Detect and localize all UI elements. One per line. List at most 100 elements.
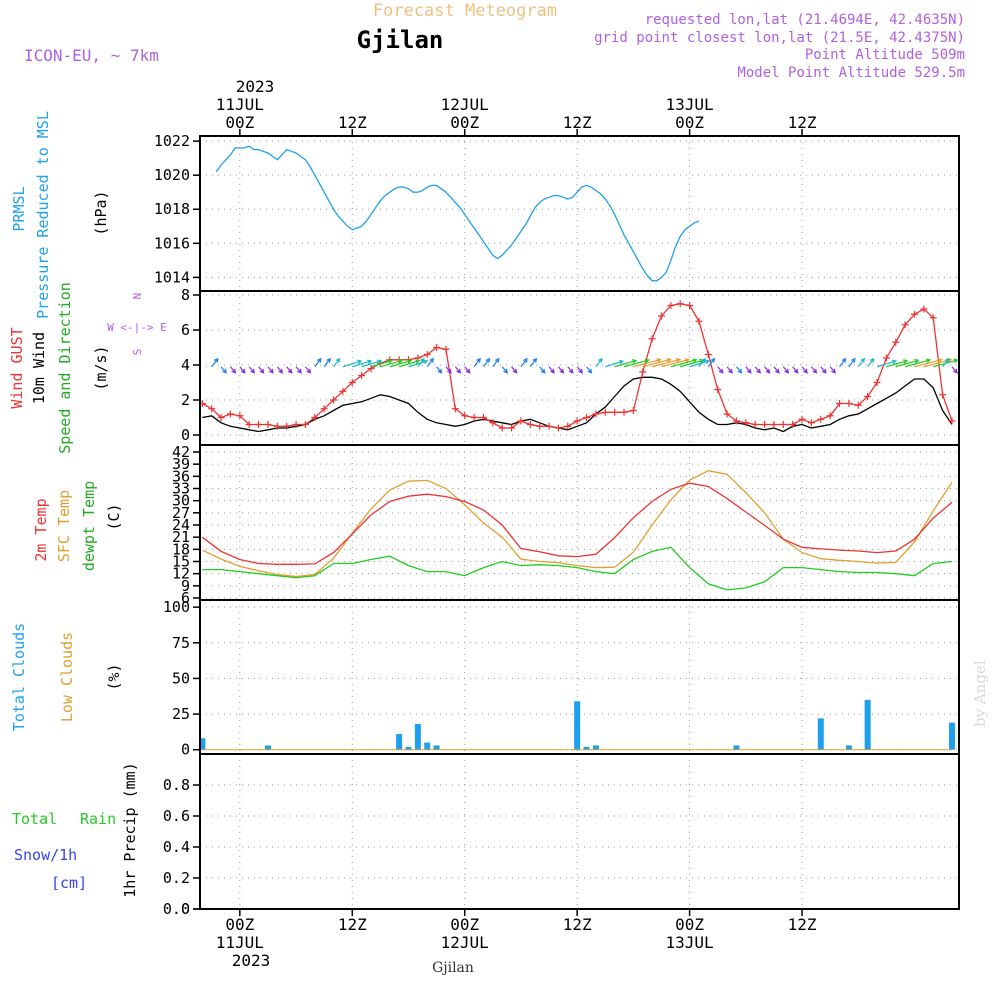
wind-arrow [220, 366, 227, 374]
gust-marker [554, 424, 562, 432]
precip-label-snow: Snow/1h [14, 846, 77, 864]
wind-arrow [380, 358, 404, 368]
cloud-bar [948, 722, 955, 750]
gust-marker [770, 421, 778, 428]
gust-marker [536, 422, 544, 430]
gust-marker [451, 405, 459, 413]
wind-arrow [782, 366, 790, 374]
y-tick-label: 2 [181, 391, 190, 409]
gust-marker [564, 422, 572, 430]
dewpoint-series-line [202, 546, 953, 591]
cloud-bar [864, 699, 871, 750]
wind-grid [200, 291, 959, 445]
y-tick-label: 0.6 [163, 807, 190, 825]
wind-arrow [295, 366, 302, 374]
y-tick-label: 12 [172, 565, 190, 583]
gust-marker [648, 335, 656, 343]
bottom-hour-label: 00Z [675, 915, 704, 934]
wind-arrow [304, 366, 312, 374]
meteogram-title: Forecast Meteogram [373, 1, 557, 21]
gust-marker [732, 417, 740, 425]
wind-labels: Wind GUST 10m Wind Speed and Direction (… [8, 282, 167, 454]
wind-arrow [239, 366, 246, 374]
precip-labels: Total Rain Snow/1h [cm] 1hr Precip (mm) [12, 762, 139, 897]
bottom-date-label: 12JUL [441, 933, 489, 952]
wind-arrow [333, 357, 341, 368]
sfc-temp-series-line [202, 470, 953, 578]
top-date-label: 11JUL [216, 95, 264, 114]
precip-label-total: Total [12, 810, 57, 828]
cloud-bar [396, 734, 403, 750]
wind-arrow [773, 366, 780, 374]
cloud-bar [424, 742, 431, 750]
wind-arrow [267, 366, 274, 374]
clouds-label-low: Low Clouds [58, 632, 76, 722]
wind-arrow [745, 366, 752, 374]
wind-arrow [595, 357, 603, 368]
clouds-panel: 0 25 50 75 100 Total Clouds Low Clouds (%) [10, 598, 960, 759]
gust-marker [751, 421, 759, 428]
pressure-label-description: Pressure Reduced to MSL [34, 111, 52, 319]
gust-marker [929, 314, 937, 322]
gust-marker [208, 405, 216, 413]
y-tick-label: 6 [181, 321, 190, 339]
y-tick-label: 0.2 [163, 869, 190, 887]
wind-arrow [792, 366, 799, 374]
y-tick-label: 36 [172, 467, 190, 485]
wind-arrow [614, 359, 638, 368]
gust-marker [686, 302, 694, 309]
gust-marker [255, 421, 263, 428]
wind-arrow [482, 357, 491, 368]
watermark: by Angel [971, 660, 989, 727]
wind-arrow [904, 358, 932, 368]
wind-arrow [886, 359, 909, 368]
point-altitude: Point Altitude 509m [805, 47, 965, 63]
wind-speed-line [202, 376, 953, 433]
wind-arrow [314, 357, 322, 368]
wind-arrow [539, 366, 546, 374]
gust-marker [470, 414, 478, 421]
bottom-hour-label: 00Z [450, 915, 479, 934]
gust-marker [292, 421, 300, 428]
wind-arrow [914, 358, 943, 368]
gust-marker [339, 387, 347, 395]
wind-arrow [717, 366, 724, 374]
precip-label-cm: [cm] [51, 874, 87, 892]
y-tick-label: 24 [172, 516, 190, 534]
cloud-bar [405, 746, 412, 750]
wind-arrow [323, 357, 331, 368]
model-label: ICON-EU, ~ 7km [24, 46, 159, 65]
y-tick-label: 33 [172, 480, 190, 498]
gust-marker [498, 424, 506, 432]
gust-marker [226, 410, 234, 418]
wind-arrow [567, 366, 574, 374]
gust-marker [723, 410, 731, 418]
wind-arrow [633, 358, 662, 368]
y-tick-label: 39 [172, 455, 190, 473]
pressure-label-prmsl: PRMSL [10, 186, 28, 231]
gust-marker [236, 412, 244, 420]
y-tick-label: 18 [172, 540, 190, 558]
gust-marker [920, 305, 928, 313]
gust-marker [517, 417, 525, 425]
gust-marker [301, 421, 309, 428]
y-tick-label: 75 [172, 634, 190, 652]
clouds-labels: Total Clouds Low Clouds (%) [10, 623, 123, 731]
wind-panel: 0 2 4 6 8 Wind GUST 10m Wind Speed and Direc… [8, 282, 960, 454]
wind-arrow [426, 357, 434, 368]
gust-marker [882, 354, 890, 362]
top-hour-label: 00Z [675, 113, 704, 132]
y-tick-label: 9 [181, 577, 190, 595]
compass-north: N [131, 293, 144, 300]
grid-point-coordinates: grid point closest lon,lat (21.5E, 42.43… [594, 30, 965, 46]
gust-marker [283, 422, 291, 430]
cloud-bar [574, 701, 581, 750]
wind-arrow [548, 366, 555, 374]
wind-arrow [229, 366, 237, 374]
wind-arrow [370, 359, 393, 368]
bottom-date-label: 13JUL [666, 933, 714, 952]
temp-label-sfc: SFC Temp [55, 490, 73, 562]
